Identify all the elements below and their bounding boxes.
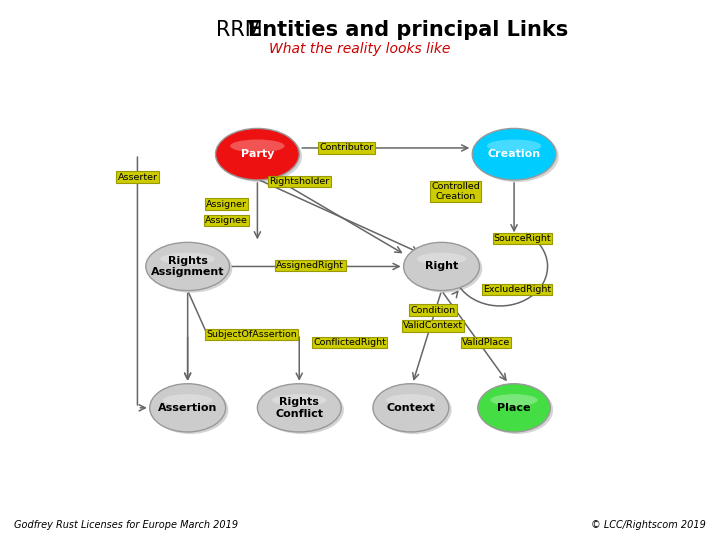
Text: Godfrey Rust Licenses for Europe March 2019: Godfrey Rust Licenses for Europe March 2…: [14, 520, 238, 530]
Ellipse shape: [218, 131, 302, 182]
Ellipse shape: [490, 394, 538, 406]
Text: SourceRight: SourceRight: [494, 234, 552, 243]
Text: Party: Party: [240, 149, 274, 159]
Text: Right: Right: [425, 261, 458, 272]
Text: What the reality looks like: What the reality looks like: [269, 42, 451, 56]
Ellipse shape: [475, 131, 559, 182]
Ellipse shape: [163, 394, 212, 406]
Ellipse shape: [145, 242, 230, 291]
Ellipse shape: [150, 384, 225, 432]
Ellipse shape: [386, 394, 436, 406]
Ellipse shape: [373, 384, 449, 432]
Ellipse shape: [481, 386, 553, 434]
Ellipse shape: [272, 394, 326, 406]
Text: Assigner: Assigner: [206, 200, 247, 208]
Text: © LCC/Rightscom 2019: © LCC/Rightscom 2019: [590, 520, 706, 530]
Text: Assignee: Assignee: [205, 216, 248, 225]
Text: Asserter: Asserter: [117, 173, 158, 181]
Ellipse shape: [230, 139, 284, 152]
Text: ConflictedRight: ConflictedRight: [313, 338, 386, 347]
Ellipse shape: [215, 129, 300, 180]
Text: Contributor: Contributor: [320, 144, 374, 152]
Text: Rightsholder: Rightsholder: [269, 177, 329, 186]
Ellipse shape: [487, 139, 541, 152]
Text: ExcludedRight: ExcludedRight: [483, 285, 551, 294]
Text: Condition: Condition: [410, 306, 456, 315]
Text: SubjectOfAssertion: SubjectOfAssertion: [207, 330, 297, 339]
Text: AssignedRight: AssignedRight: [276, 261, 344, 269]
Text: Creation: Creation: [487, 149, 541, 159]
Text: Entities and principal Links: Entities and principal Links: [248, 19, 569, 40]
Text: Rights
Assignment: Rights Assignment: [151, 255, 225, 277]
Text: ValidContext: ValidContext: [403, 321, 463, 330]
Text: Controlled
Creation: Controlled Creation: [431, 182, 480, 201]
Ellipse shape: [406, 245, 482, 293]
Ellipse shape: [260, 386, 344, 434]
Ellipse shape: [148, 245, 233, 293]
Text: Assertion: Assertion: [158, 403, 217, 413]
Ellipse shape: [478, 384, 550, 432]
Text: Place: Place: [498, 403, 531, 413]
Text: Rights
Conflict: Rights Conflict: [275, 397, 323, 418]
Text: ValidPlace: ValidPlace: [462, 338, 510, 347]
Ellipse shape: [404, 242, 480, 291]
Text: Context: Context: [387, 403, 435, 413]
Ellipse shape: [417, 253, 467, 265]
Ellipse shape: [258, 384, 341, 432]
Ellipse shape: [472, 129, 556, 180]
Text: RRM: RRM: [216, 19, 269, 40]
Ellipse shape: [376, 386, 451, 434]
Ellipse shape: [153, 386, 228, 434]
Ellipse shape: [161, 253, 215, 265]
